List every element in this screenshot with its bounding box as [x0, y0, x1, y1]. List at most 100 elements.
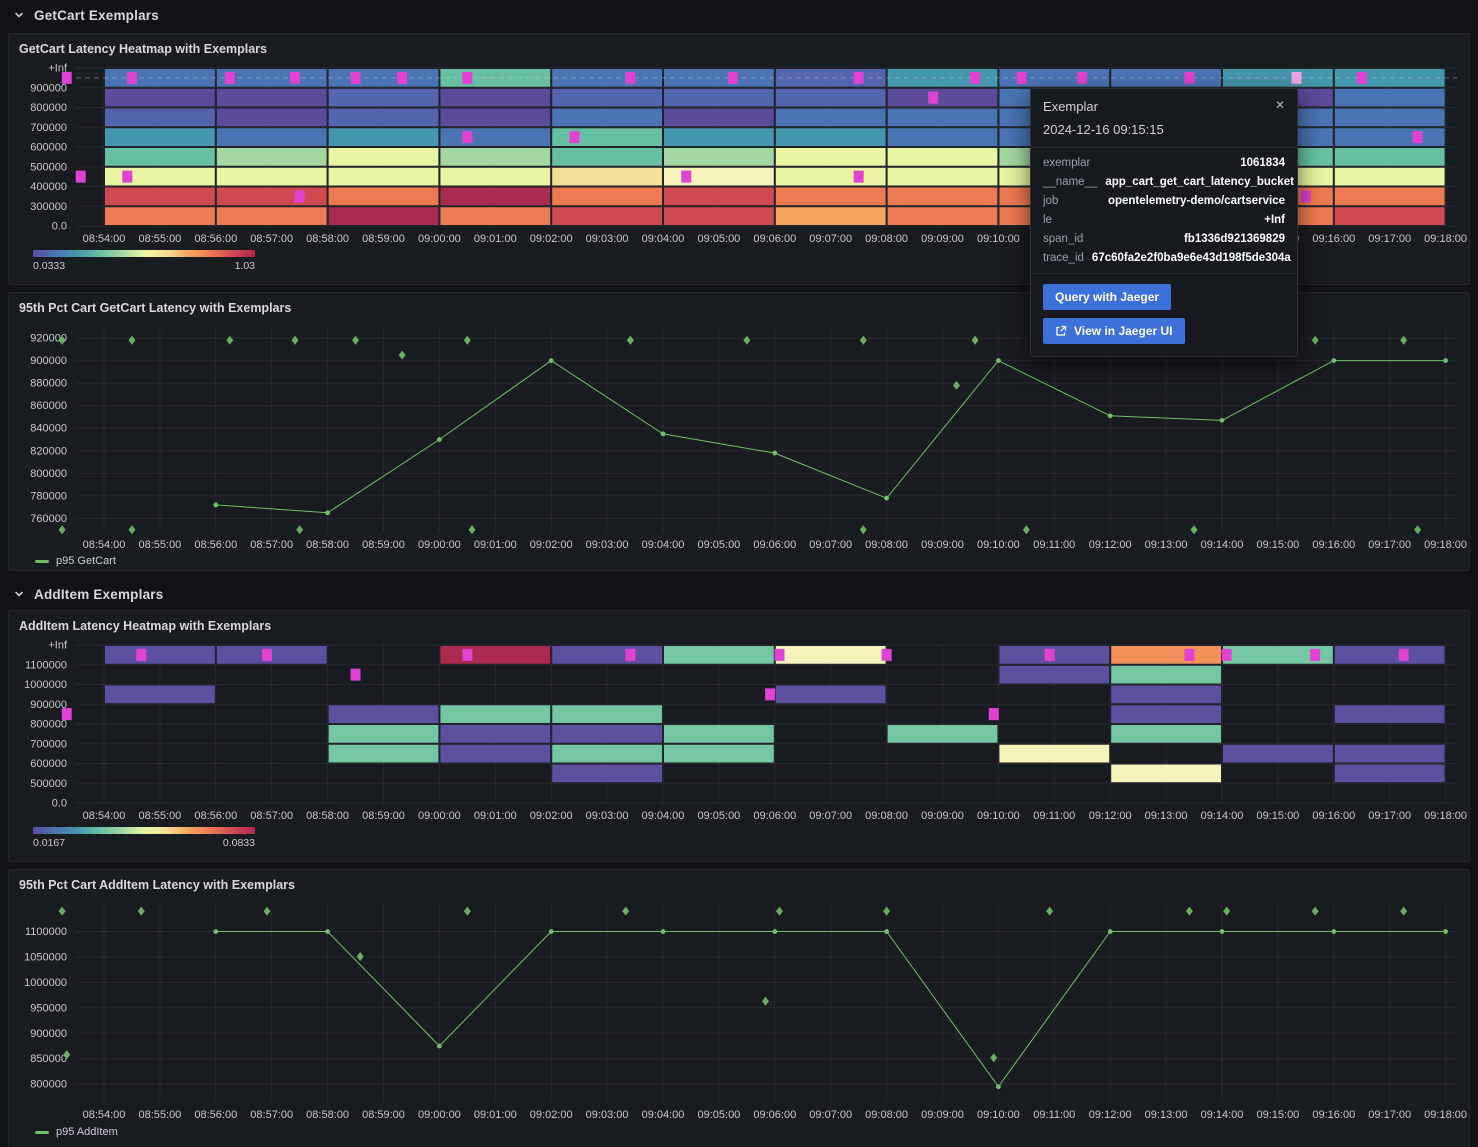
- exemplar-diamond[interactable]: [398, 350, 406, 360]
- heatmap-cell[interactable]: [887, 187, 998, 206]
- heatmap-cell[interactable]: [552, 187, 662, 206]
- heatmap-cell[interactable]: [552, 108, 662, 127]
- heatmap-cell[interactable]: [552, 88, 662, 107]
- heatmap-cell[interactable]: [440, 725, 551, 743]
- exemplar-marker[interactable]: [462, 71, 473, 84]
- exemplar-diamond[interactable]: [352, 335, 360, 345]
- exemplar-diamond[interactable]: [952, 380, 960, 390]
- heatmap-cell[interactable]: [552, 207, 662, 225]
- exemplar-marker[interactable]: [1412, 131, 1423, 144]
- heatmap-cell[interactable]: [552, 764, 662, 783]
- exemplar-marker[interactable]: [970, 71, 981, 84]
- exemplar-marker[interactable]: [294, 190, 305, 203]
- exemplar-diamond[interactable]: [1400, 335, 1408, 345]
- heatmap-cell[interactable]: [105, 88, 215, 107]
- exemplar-marker[interactable]: [681, 170, 692, 183]
- heatmap-cell[interactable]: [328, 148, 439, 166]
- exemplar-marker[interactable]: [988, 708, 999, 721]
- exemplar-marker[interactable]: [397, 71, 408, 84]
- view-in-jaeger-button[interactable]: View in Jaeger UI: [1043, 318, 1185, 344]
- heatmap-cell[interactable]: [1334, 148, 1445, 166]
- exemplar-diamond[interactable]: [883, 906, 891, 916]
- query-with-jaeger-button[interactable]: Query with Jaeger: [1043, 284, 1172, 310]
- heatmap-cell[interactable]: [1334, 167, 1445, 186]
- heatmap-cell[interactable]: [440, 167, 551, 186]
- heatmap-cell[interactable]: [328, 88, 439, 107]
- heatmap-cell[interactable]: [328, 744, 439, 763]
- exemplar-diamond[interactable]: [137, 906, 145, 916]
- heatmap-cell[interactable]: [328, 207, 439, 225]
- heatmap-cell[interactable]: [775, 108, 886, 127]
- panel-title[interactable]: GetCart Latency Heatmap with Exemplars: [19, 42, 267, 56]
- exemplar-marker[interactable]: [1398, 648, 1409, 661]
- heatmap-cell[interactable]: [105, 187, 215, 206]
- exemplar-marker[interactable]: [625, 648, 636, 661]
- heatmap-cell[interactable]: [1334, 128, 1445, 146]
- heatmap-cell[interactable]: [887, 725, 998, 743]
- heatmap-cell[interactable]: [887, 88, 998, 107]
- heatmap-cell[interactable]: [664, 69, 774, 87]
- exemplar-marker[interactable]: [122, 170, 133, 183]
- heatmap-cell[interactable]: [664, 88, 774, 107]
- exemplar-marker[interactable]: [1077, 71, 1088, 84]
- exemplar-diamond[interactable]: [463, 335, 471, 345]
- legend-item-p95-getcart[interactable]: p95 GetCart: [35, 555, 1469, 567]
- heatmap-cell[interactable]: [105, 108, 215, 127]
- exemplar-diamond[interactable]: [58, 525, 66, 535]
- heatmap-cell[interactable]: [440, 108, 551, 127]
- heatmap-cell[interactable]: [216, 167, 327, 186]
- heatmap-cell[interactable]: [664, 108, 774, 127]
- exemplar-marker[interactable]: [262, 648, 273, 661]
- heatmap-cell[interactable]: [1111, 725, 1221, 743]
- exemplar-marker[interactable]: [1044, 648, 1055, 661]
- panel-title[interactable]: 95th Pct Cart AddItem Latency with Exemp…: [19, 878, 296, 892]
- legend-label[interactable]: p95 GetCart: [56, 555, 116, 567]
- panel-title[interactable]: 95th Pct Cart GetCart Latency with Exemp…: [19, 301, 292, 315]
- heatmap-cell[interactable]: [216, 207, 327, 225]
- exemplar-diamond[interactable]: [58, 906, 66, 916]
- exemplar-diamond[interactable]: [463, 906, 471, 916]
- exemplar-diamond[interactable]: [761, 996, 769, 1006]
- heatmap-cell[interactable]: [775, 128, 886, 146]
- heatmap-cell[interactable]: [887, 108, 998, 127]
- exemplar-marker[interactable]: [1300, 190, 1311, 203]
- exemplar-diamond[interactable]: [626, 335, 634, 345]
- heatmap-cell[interactable]: [664, 725, 774, 743]
- exemplar-marker[interactable]: [1184, 71, 1195, 84]
- row-header-additem[interactable]: AddItem Exemplars: [0, 581, 1478, 607]
- heatmap-cell[interactable]: [775, 646, 886, 664]
- heatmap-cell[interactable]: [664, 167, 774, 186]
- exemplar-diamond[interactable]: [58, 335, 66, 345]
- exemplar-marker[interactable]: [928, 91, 939, 104]
- exemplar-diamond[interactable]: [1223, 906, 1231, 916]
- heatmap-cell[interactable]: [664, 148, 774, 166]
- heatmap-cell[interactable]: [552, 646, 662, 664]
- exemplar-marker[interactable]: [224, 71, 235, 84]
- exemplar-marker[interactable]: [765, 688, 776, 701]
- exemplar-diamond[interactable]: [128, 335, 136, 345]
- exemplar-diamond[interactable]: [743, 335, 751, 345]
- legend-label[interactable]: p95 AddItem: [56, 1126, 118, 1138]
- heatmap-cell[interactable]: [216, 108, 327, 127]
- heatmap-cell[interactable]: [105, 148, 215, 166]
- exemplar-marker[interactable]: [853, 71, 864, 84]
- exemplar-marker[interactable]: [75, 170, 86, 183]
- heatmap-cell[interactable]: [1334, 108, 1445, 127]
- heatmap-cell[interactable]: [552, 725, 662, 743]
- heatmap-cell[interactable]: [328, 167, 439, 186]
- heatmap-cell[interactable]: [1223, 69, 1333, 87]
- exemplar-diamond[interactable]: [291, 335, 299, 345]
- heatmap-cell[interactable]: [440, 705, 551, 723]
- heatmap-cell[interactable]: [775, 685, 886, 704]
- row-title[interactable]: GetCart Exemplars: [34, 7, 159, 23]
- heatmap-cell[interactable]: [440, 744, 551, 763]
- exemplar-diamond[interactable]: [1311, 335, 1319, 345]
- additem-heatmap-plot[interactable]: +Inf 1100000 1000000 900000 800000 700000 6000…: [9, 635, 1470, 823]
- exemplar-diamond[interactable]: [128, 525, 136, 535]
- heatmap-cell[interactable]: [552, 148, 662, 166]
- chevron-down-icon[interactable]: [13, 588, 25, 600]
- exemplar-marker[interactable]: [1310, 648, 1321, 661]
- exemplar-diamond[interactable]: [468, 525, 476, 535]
- exemplar-marker[interactable]: [61, 71, 72, 84]
- heatmap-cell[interactable]: [216, 128, 327, 146]
